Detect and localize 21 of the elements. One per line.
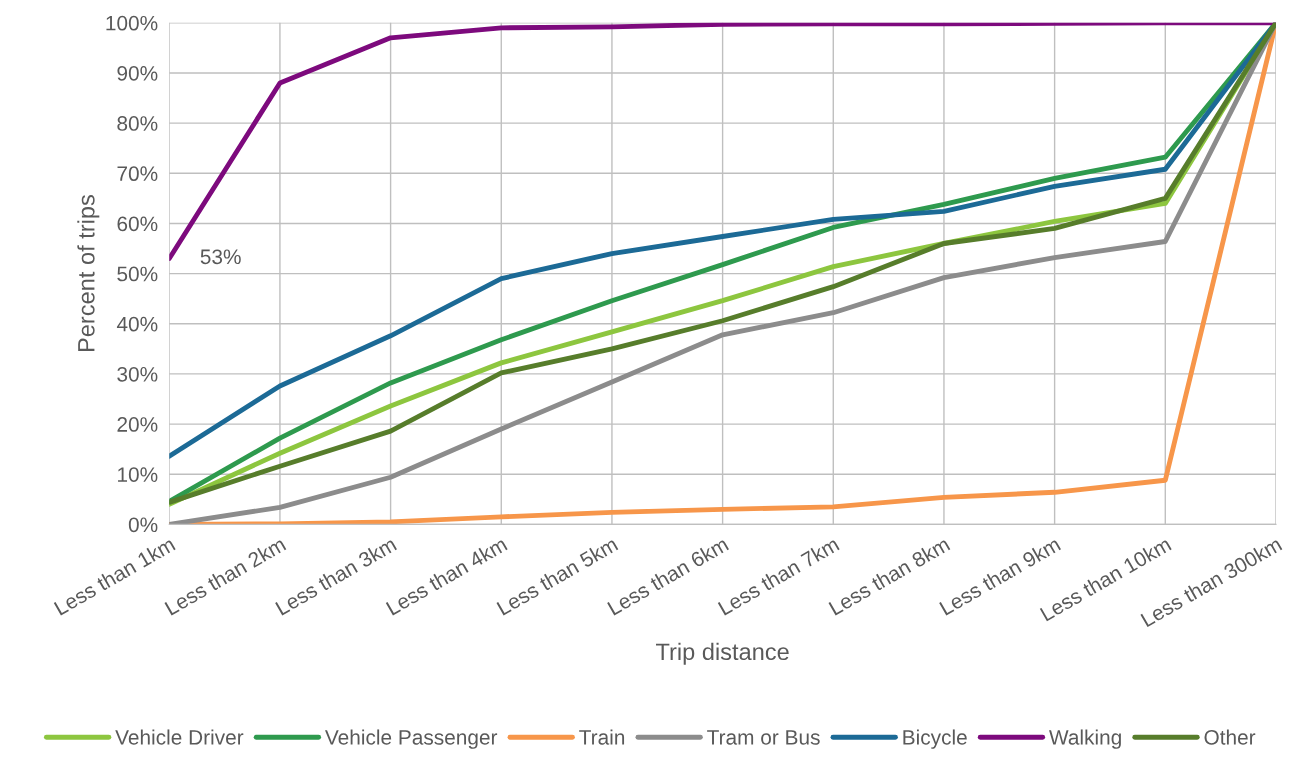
y-tick-label: 50%	[117, 266, 158, 282]
y-tick-label: 60%	[117, 216, 158, 232]
legend-label: Bicycle	[903, 729, 967, 749]
y-axis-title: Percent of trips	[77, 195, 100, 352]
annotation: 53%	[200, 249, 241, 265]
legend-label: Vehicle Passenger	[325, 729, 498, 749]
y-tick-label: 0%	[128, 517, 158, 533]
y-tick-label: 10%	[118, 467, 158, 482]
y-tick-label: 30%	[117, 366, 158, 382]
y-tick-label: 80%	[117, 116, 158, 131]
y-tick-label: 70%	[117, 166, 158, 182]
y-tick-label: 100%	[106, 15, 158, 31]
x-axis-title: Trip distance	[656, 642, 789, 665]
y-tick-label: 90%	[117, 65, 158, 81]
legend-label: Walking	[1049, 729, 1121, 749]
y-tick-label: 20%	[117, 417, 158, 432]
legend-label: Tram or Bus	[707, 730, 820, 745]
legend-label: Vehicle Driver	[115, 729, 244, 745]
legend-label: Train	[579, 729, 625, 745]
legend-label: Other	[1204, 729, 1256, 745]
y-tick-label: 40%	[116, 316, 158, 332]
